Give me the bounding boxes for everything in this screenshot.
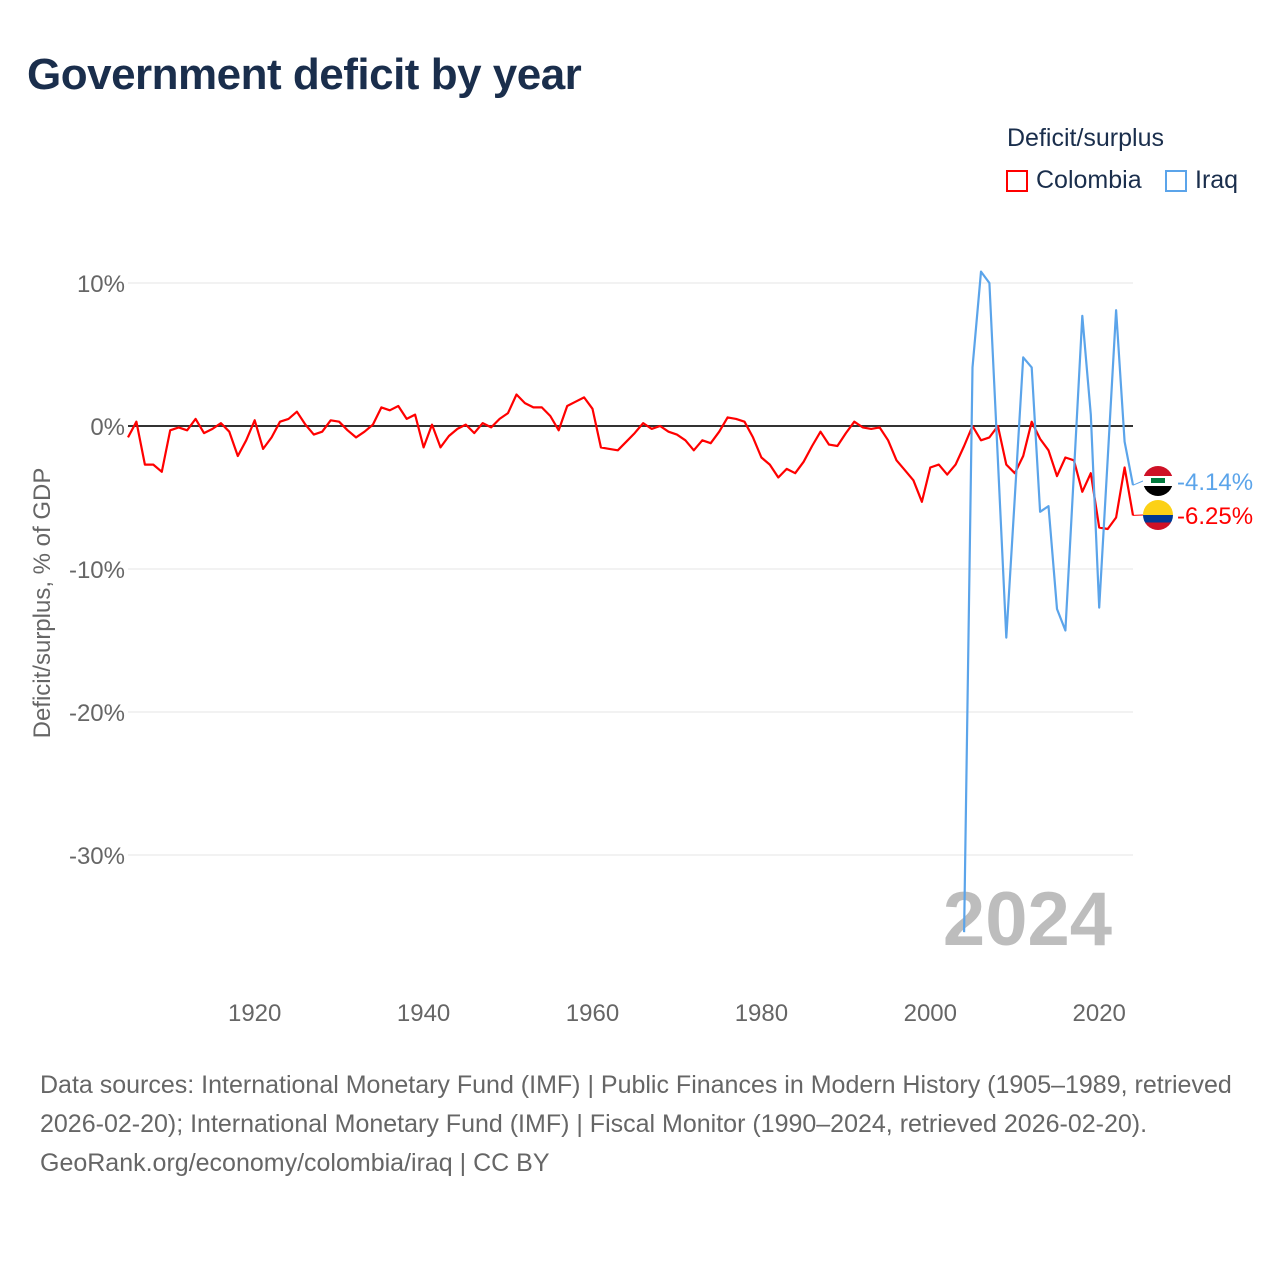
x-tick-label: 1980 [735, 1000, 788, 1027]
footer: Data sources: International Monetary Fun… [40, 1066, 1240, 1183]
legend-title: Deficit/surplus [1007, 124, 1164, 152]
flag-stripe [1143, 515, 1173, 523]
end-value-label-iraq: -4.14% [1177, 469, 1253, 496]
flag-stripe [1143, 500, 1173, 515]
flag-stripe [1143, 466, 1173, 476]
series-line-iraq [963, 270, 1135, 933]
flag-icon-colombia [1143, 500, 1173, 530]
y-tick-label: 10% [77, 271, 125, 298]
series-line-colombia [127, 393, 1135, 531]
legend-label-colombia: Colombia [1036, 166, 1142, 194]
legend-item-colombia[interactable]: Colombia [1006, 166, 1142, 195]
y-axis-label: Deficit/surplus, % of GDP [29, 468, 56, 739]
end-connector [1132, 480, 1144, 486]
y-tick-label: -30% [69, 843, 125, 870]
flag-stripe [1143, 486, 1173, 496]
x-tick-label: 2000 [904, 1000, 957, 1027]
y-tick-label: -20% [69, 700, 125, 727]
y-tick-label: -10% [69, 557, 125, 584]
chart-title: Government deficit by year [27, 50, 582, 99]
x-tick-label: 1960 [566, 1000, 619, 1027]
legend-swatch-iraq [1165, 169, 1187, 192]
x-tick-label: 2020 [1073, 1000, 1126, 1027]
legend-item-iraq[interactable]: Iraq [1165, 166, 1238, 195]
flag-icon-iraq [1143, 466, 1173, 496]
y-tick-label: 0% [90, 414, 125, 441]
legend-label-iraq: Iraq [1195, 166, 1239, 194]
end-value-label-colombia: -6.25% [1177, 503, 1253, 530]
flag-emblem [1151, 478, 1165, 483]
x-tick-label: 1920 [228, 1000, 281, 1027]
year-watermark: 2024 [943, 877, 1112, 962]
flag-stripe [1143, 522, 1173, 530]
x-tick-label: 1940 [397, 1000, 450, 1027]
data-sources: Data sources: International Monetary Fun… [40, 1071, 1232, 1138]
legend-swatch-colombia [1006, 169, 1028, 192]
line-chart: 10% 0% -10% -20% -30% 1920 1940 1960 1980 2000 202… [29, 270, 1253, 1027]
credit-link[interactable]: GeoRank.org/economy/colombia/iraq | CC B… [40, 1149, 550, 1177]
